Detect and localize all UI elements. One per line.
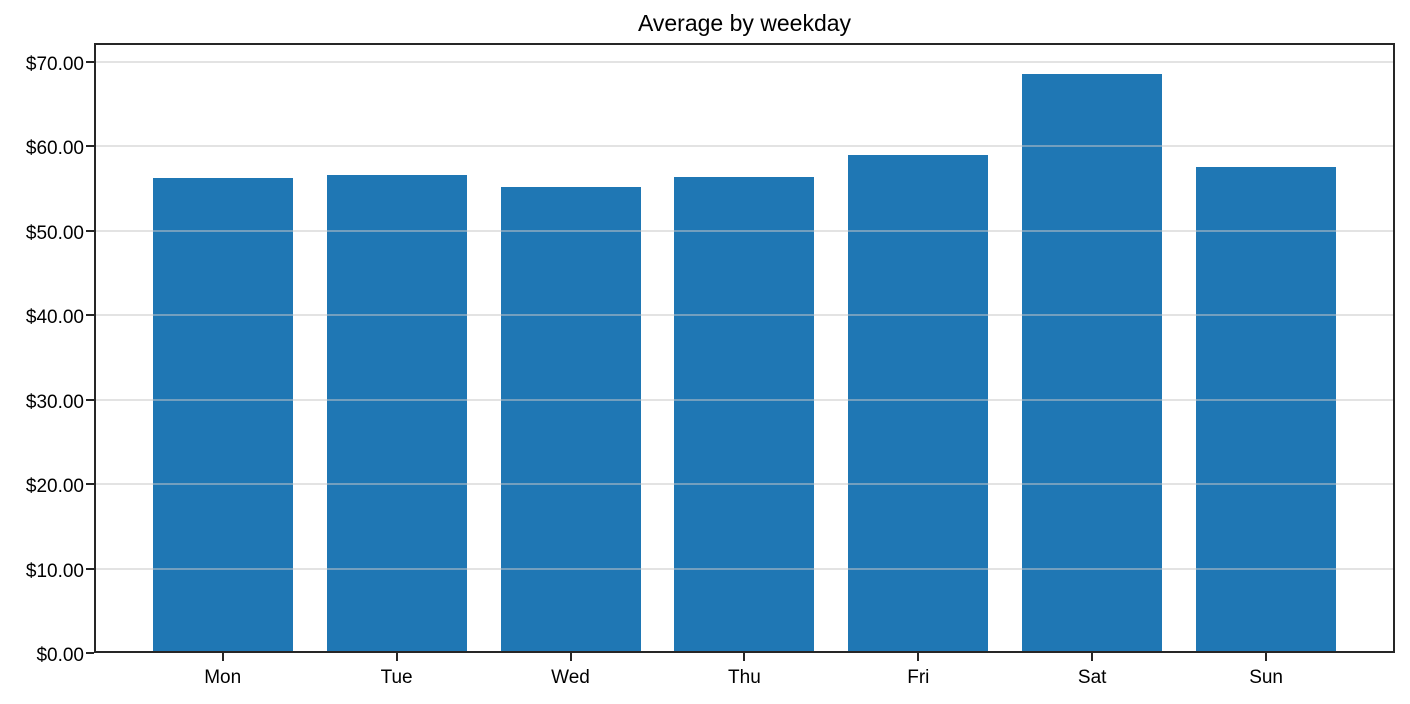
y-tick-mark (86, 145, 94, 148)
plot-area (94, 43, 1395, 653)
bar-thu (674, 177, 815, 653)
x-tick-label-tue: Tue (380, 667, 413, 688)
y-tick-mark (86, 60, 94, 63)
y-tick-mark (86, 483, 94, 486)
bar-tue (326, 174, 467, 653)
bar-sun (1196, 167, 1337, 653)
x-tick-label-mon: Mon (204, 667, 242, 688)
y-tick-label: $50.00 (25, 222, 84, 244)
y-tick-mark (86, 314, 94, 317)
y-tick-label: $20.00 (25, 476, 84, 498)
x-tick-mark (1091, 653, 1094, 661)
y-tick-mark (86, 567, 94, 570)
x-tick-mark (917, 653, 920, 661)
bar-mon (152, 178, 293, 653)
y-tick-label: $30.00 (25, 391, 84, 413)
x-tick-label-sat: Sat (1077, 667, 1107, 688)
x-tick-label-fri: Fri (907, 667, 930, 688)
bar-wed (500, 186, 641, 653)
bar-fri (848, 154, 989, 653)
x-tick-mark (1265, 653, 1268, 661)
x-tick-mark (395, 653, 398, 661)
x-tick-mark (221, 653, 224, 661)
bar-sat (1022, 74, 1163, 653)
y-tick-label: $0.00 (36, 645, 84, 666)
y-tick-mark (86, 229, 94, 232)
y-tick-label: $70.00 (25, 53, 84, 75)
y-tick-label: $60.00 (25, 138, 84, 160)
x-tick-label-wed: Wed (551, 667, 590, 688)
y-tick-label: $10.00 (25, 560, 84, 582)
chart-title: Average by weekday (637, 10, 852, 36)
y-tick-mark (86, 398, 94, 401)
x-tick-mark (569, 653, 572, 661)
x-tick-label-thu: Thu (728, 667, 761, 688)
x-tick-mark (743, 653, 746, 661)
y-tick-label: $40.00 (25, 307, 84, 329)
bars-layer (94, 43, 1395, 653)
x-tick-label-sun: Sun (1249, 667, 1283, 688)
y-tick-mark (86, 652, 94, 654)
